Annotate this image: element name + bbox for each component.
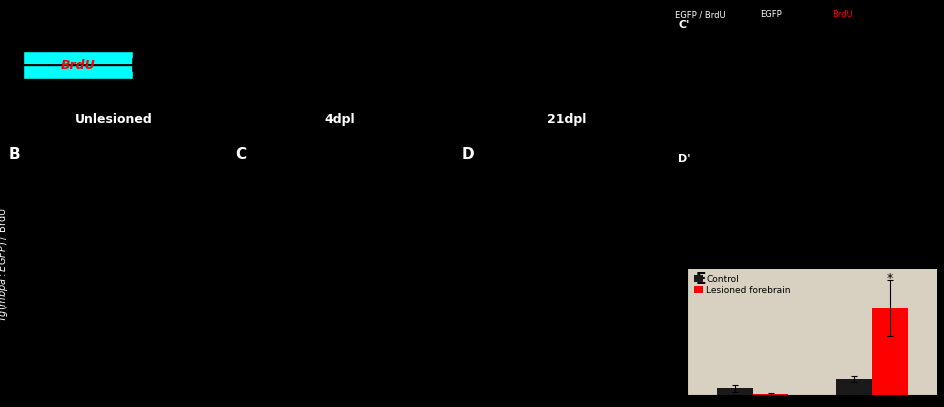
Text: C': C' <box>678 20 689 30</box>
Text: EGFP / BrdU: EGFP / BrdU <box>675 10 726 19</box>
Text: EGFP: EGFP <box>760 10 783 19</box>
Y-axis label: # of mbp+BrdU+ cells / section: # of mbp+BrdU+ cells / section <box>661 265 669 398</box>
Bar <box>752 394 788 395</box>
Text: *: * <box>886 271 893 284</box>
Text: Unlesioned: Unlesioned <box>75 113 152 126</box>
Bar <box>836 379 872 395</box>
Text: 21dpl: 21dpl <box>547 113 586 126</box>
Text: 4dpl: 4dpl <box>122 91 145 101</box>
Text: BrdU: BrdU <box>832 10 852 19</box>
Text: E: E <box>696 272 706 287</box>
Text: D: D <box>462 147 475 162</box>
Text: BrdU: BrdU <box>60 59 95 72</box>
Text: $Tg(mbpa:EGFP)$ / BrdU: $Tg(mbpa:EGFP)$ / BrdU <box>0 207 9 322</box>
Text: B: B <box>9 147 21 162</box>
Bar <box>717 388 752 395</box>
Bar <box>872 308 907 395</box>
Text: A: A <box>6 8 19 26</box>
FancyBboxPatch shape <box>23 51 133 79</box>
Text: 4dpl: 4dpl <box>325 113 355 126</box>
Text: C: C <box>236 147 246 162</box>
Legend: Control, Lesioned forebrain: Control, Lesioned forebrain <box>692 273 793 297</box>
Text: 0dpl: 0dpl <box>10 91 33 101</box>
Text: D': D' <box>678 154 691 164</box>
